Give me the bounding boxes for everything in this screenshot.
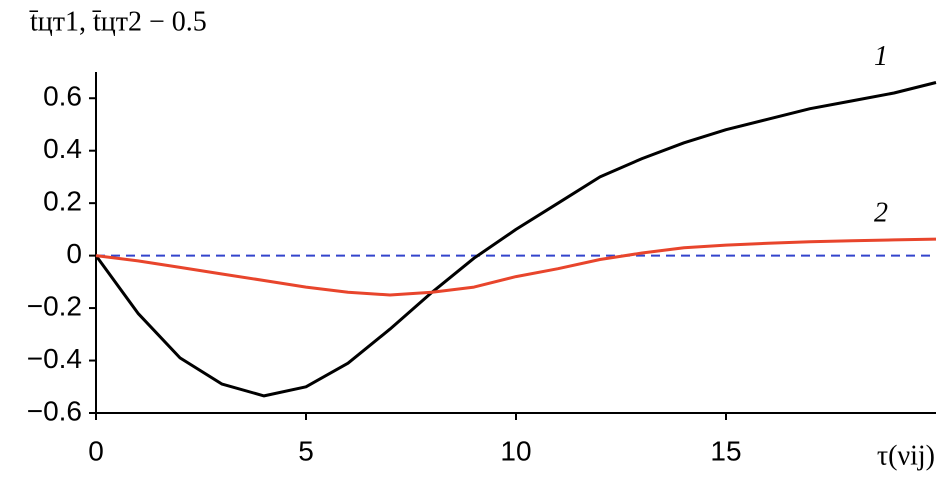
y-tick-label: 0.6 [43,81,82,112]
chart-title: t̄цт1, t̄цт2 − 0.5 [29,6,207,37]
y-tick-label: 0.4 [43,133,82,164]
y-tick-label: 0.2 [43,186,82,217]
series-label: 2 [874,198,888,229]
y-tick-label: 0 [66,238,82,269]
y-tick-label: −0.2 [27,290,82,321]
x-tick-label: 0 [88,435,104,466]
y-tick-label: −0.4 [27,343,82,374]
series-line [95,237,937,297]
x-tick-label: 10 [500,435,531,466]
x-tick-label: 5 [298,435,314,466]
series-label: 1 [874,41,888,72]
x-axis-label: τ(νij) [877,440,935,471]
y-tick-label: −0.6 [27,395,82,426]
series-line [94,81,937,398]
x-tick-label: 15 [710,435,741,466]
